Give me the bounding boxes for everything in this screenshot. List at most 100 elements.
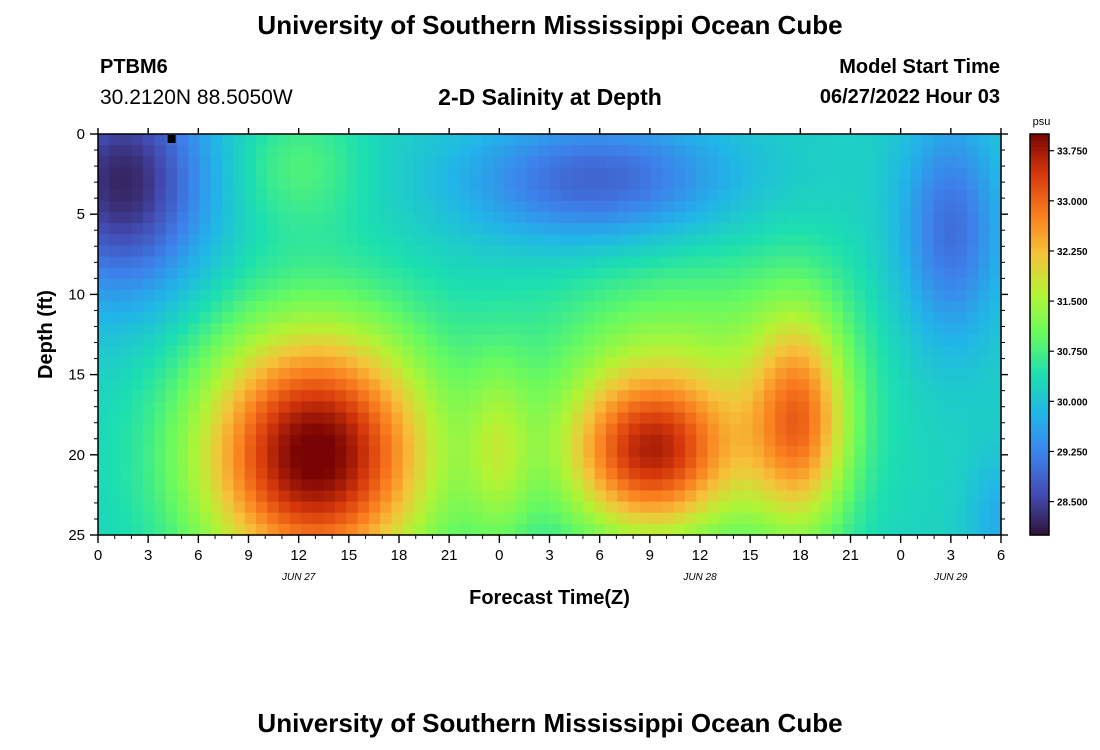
heatmap-cell (899, 423, 912, 436)
heatmap-cell (470, 223, 483, 235)
heatmap-cell (978, 145, 991, 157)
station-id: PTBM6 (100, 56, 168, 78)
heatmap-cell (154, 423, 167, 436)
heatmap-cell (933, 345, 946, 358)
heatmap-cell (312, 345, 325, 358)
heatmap-cell (605, 412, 618, 425)
heatmap-cell (831, 501, 844, 514)
heatmap-cell (955, 189, 968, 202)
heatmap-cell (933, 289, 946, 302)
heatmap-cell (775, 356, 788, 369)
heatmap-cell (617, 323, 630, 336)
heatmap-cell (515, 256, 528, 269)
heatmap-cell (143, 200, 156, 213)
heatmap-cell (391, 289, 404, 302)
heatmap-cell (391, 312, 404, 324)
heatmap-cell (470, 189, 483, 202)
colorbar-segment (1030, 401, 1049, 406)
heatmap-cell (538, 178, 551, 191)
heatmap-cell (459, 145, 472, 157)
heatmap-cell (842, 445, 855, 458)
heatmap-cell (244, 245, 257, 258)
heatmap-cell (504, 234, 517, 246)
heatmap-cell (763, 267, 776, 280)
heatmap-cell (786, 367, 799, 380)
heatmap-cell (154, 200, 167, 213)
heatmap-cell (910, 167, 923, 180)
heatmap-cell (493, 211, 505, 224)
heatmap-cell (933, 367, 946, 380)
heatmap-cell (504, 412, 517, 425)
heatmap-cell (831, 301, 844, 313)
heatmap-cell (436, 356, 449, 369)
heatmap-cell (177, 167, 189, 180)
heatmap-cell (368, 457, 381, 469)
heatmap-cell (154, 156, 167, 169)
heatmap-cell (865, 468, 878, 480)
heatmap-cell (549, 234, 562, 246)
heatmap-cell (391, 423, 404, 436)
heatmap-cell (165, 234, 178, 246)
heatmap-cell (910, 145, 923, 157)
heatmap-cell (143, 490, 156, 503)
heatmap-cell (357, 289, 370, 302)
heatmap-cell (560, 234, 573, 246)
heatmap-cell (707, 211, 720, 224)
heatmap-cell (741, 334, 754, 347)
heatmap-cell (380, 178, 393, 191)
heatmap-cell (301, 445, 314, 458)
heatmap-cell (165, 401, 178, 414)
heatmap-cell (876, 134, 889, 146)
heatmap-cell (357, 512, 370, 525)
heatmap-cell (244, 200, 257, 213)
heatmap-cell (154, 145, 167, 157)
heatmap-cell (978, 211, 991, 224)
heatmap-cell (786, 412, 799, 425)
heatmap-cell (707, 334, 720, 347)
heatmap-cell (876, 278, 889, 291)
heatmap-cell (572, 234, 584, 246)
heatmap-cell (820, 501, 833, 514)
heatmap-cell (391, 278, 404, 291)
heatmap-cell (989, 468, 1002, 480)
heatmap-cell (989, 267, 1002, 280)
heatmap-cell (481, 356, 494, 369)
heatmap-cell (414, 312, 426, 324)
heatmap-cell (865, 301, 878, 313)
heatmap-cell (617, 479, 630, 492)
heatmap-cell (335, 323, 347, 336)
heatmap-cell (210, 289, 223, 302)
heatmap-cell (538, 301, 551, 313)
heatmap-cell (414, 501, 426, 514)
heatmap-cell (707, 267, 720, 280)
heatmap-cell (989, 211, 1002, 224)
heatmap-cell (120, 334, 133, 347)
heatmap-cell (899, 490, 912, 503)
heatmap-cell (425, 200, 438, 213)
heatmap-cell (921, 356, 934, 369)
heatmap-cell (323, 412, 336, 425)
heatmap-cell (967, 523, 980, 536)
heatmap-cell (526, 434, 539, 447)
heatmap-cell (673, 134, 686, 146)
heatmap-cell (797, 412, 810, 425)
heatmap-cell (763, 379, 776, 391)
heatmap-cell (865, 256, 878, 269)
heatmap-cell (447, 200, 460, 213)
heatmap-cell (120, 501, 133, 514)
heatmap-cell (978, 434, 991, 447)
heatmap-cell (673, 367, 686, 380)
heatmap-cell (707, 367, 720, 380)
heatmap-cell (481, 523, 494, 536)
heatmap-cell (143, 189, 156, 202)
heatmap-cell (809, 134, 821, 146)
heatmap-cell (267, 289, 280, 302)
heatmap-cell (628, 345, 641, 358)
heatmap-cell (515, 267, 528, 280)
heatmap-cell (165, 423, 178, 436)
heatmap-cell (639, 211, 652, 224)
colorbar-segment (1030, 190, 1049, 195)
heatmap-cell (515, 379, 528, 391)
colorbar-segment (1030, 464, 1049, 469)
heatmap-cell (177, 501, 189, 514)
